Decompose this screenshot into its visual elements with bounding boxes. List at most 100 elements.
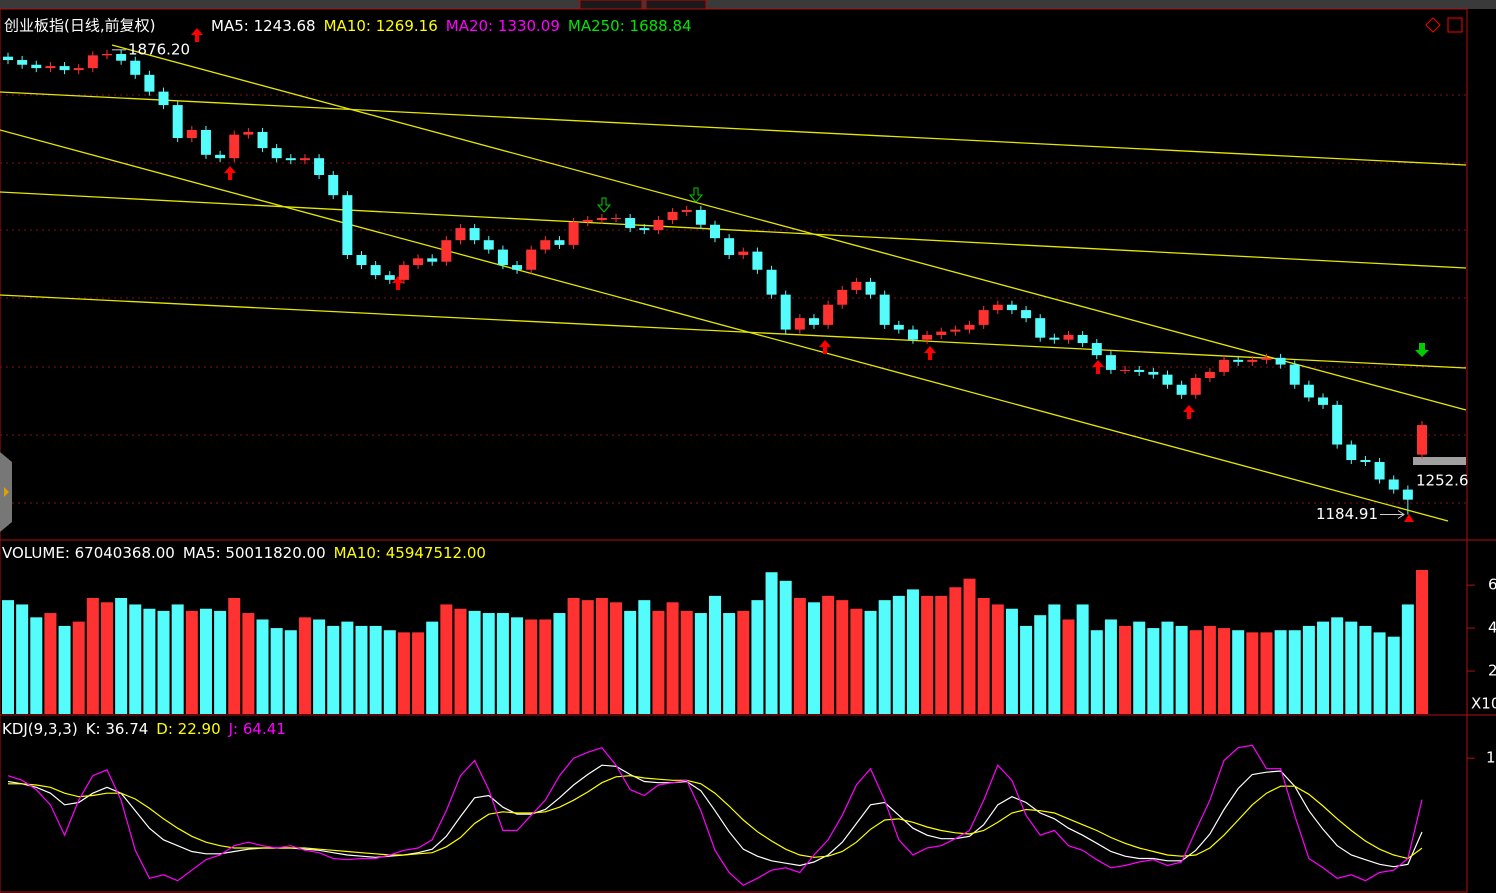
volume-bar	[2, 600, 14, 714]
candle-body	[1035, 318, 1046, 338]
volume-bar	[1034, 615, 1047, 714]
indicator: MA10: 45947512.00	[334, 544, 486, 562]
candle-body	[1190, 377, 1201, 395]
candle-body	[1162, 374, 1173, 385]
candle-body	[17, 60, 28, 65]
candle-body	[257, 131, 268, 149]
candle-body	[1275, 357, 1286, 365]
volume-bar	[1062, 619, 1075, 714]
volume-bar	[807, 602, 820, 714]
y-tick-label: 2	[1488, 662, 1496, 680]
signal-arrows	[191, 28, 1429, 522]
volume-bar	[1317, 621, 1330, 714]
volume-bar	[935, 595, 948, 714]
volume-bar	[1090, 630, 1103, 714]
axis-unit: X10	[1471, 695, 1496, 713]
window-button[interactable]	[1447, 17, 1463, 33]
candle-body	[710, 224, 720, 239]
volume-bar	[1076, 604, 1089, 714]
price-annotation: 1252.6	[1416, 472, 1469, 490]
menu-tab[interactable]	[579, 0, 643, 10]
volume-bar	[850, 608, 863, 714]
candle-body	[1346, 444, 1357, 461]
volume-bar	[878, 600, 891, 714]
candle-body	[1049, 337, 1060, 340]
candle-body	[299, 158, 310, 161]
candle-body	[413, 258, 424, 266]
candle-body	[780, 294, 791, 330]
candle-body	[87, 55, 98, 69]
volume-bar	[482, 613, 495, 714]
volume-bar	[652, 610, 665, 714]
volume-bar	[58, 625, 71, 714]
candle-body	[31, 64, 42, 69]
volume-bar	[496, 613, 509, 714]
volume-bar	[638, 600, 651, 714]
candle-body	[116, 53, 127, 61]
volume-bar	[16, 604, 29, 714]
candle-body	[695, 209, 706, 225]
volume-bar	[426, 621, 439, 714]
volume-bar	[511, 617, 524, 714]
volume-bar	[1246, 632, 1259, 714]
volume-bar	[199, 608, 212, 714]
indicator: D: 22.90	[156, 720, 220, 738]
candle-body	[1402, 489, 1413, 500]
side-tab-icon	[4, 487, 9, 497]
candle-body	[568, 222, 579, 245]
volume-bar	[214, 610, 227, 714]
volume-bar	[1373, 632, 1386, 714]
candle-body	[1176, 384, 1187, 395]
volume-bar	[284, 630, 297, 714]
candle-body	[936, 331, 947, 335]
volume-bar	[595, 598, 608, 714]
window-button[interactable]	[1425, 17, 1441, 33]
candle-body	[667, 211, 678, 221]
indicator: K: 36.74	[86, 720, 149, 738]
volume-bar	[963, 578, 976, 714]
candle-body	[596, 218, 607, 221]
candle-body	[512, 265, 523, 270]
price-annotation: 1876.20	[128, 40, 190, 58]
volume-bar	[680, 610, 693, 714]
candle-body	[1077, 334, 1088, 344]
candle-body	[1261, 357, 1272, 360]
candle-body	[639, 228, 650, 231]
volume-bar	[1189, 630, 1202, 714]
menu-tab[interactable]	[645, 0, 707, 10]
volume-bar	[539, 619, 552, 714]
candle-body	[1021, 310, 1032, 319]
candle-body	[73, 68, 84, 71]
volume-bar	[1331, 617, 1344, 714]
menu-bar	[0, 0, 1496, 9]
volume-bar	[1203, 625, 1216, 714]
candle-body	[101, 53, 112, 56]
volume-bar	[864, 610, 877, 714]
candle-body	[554, 240, 565, 245]
volume-bar	[567, 598, 580, 714]
indicator: MA20: 1330.09	[446, 17, 560, 35]
indicator: MA250: 1688.84	[568, 17, 692, 35]
volume-bar	[709, 595, 721, 714]
candle-body	[865, 281, 876, 295]
candle-body	[186, 129, 197, 139]
y-tick-label: 6	[1488, 576, 1496, 594]
candle-body	[497, 249, 508, 266]
volume-bar	[779, 580, 792, 714]
indicator-legend: VOLUME: 67040368.00 MA5: 50011820.00 MA10:…	[2, 544, 486, 562]
candle-body	[526, 249, 537, 270]
volume-bar	[313, 619, 326, 714]
candle-body	[3, 56, 13, 61]
indicator: VOLUME: 67040368.00	[2, 544, 175, 562]
candle-body	[1120, 369, 1131, 371]
candle-body	[200, 129, 211, 155]
candle-body	[1233, 359, 1244, 362]
candle-body	[427, 258, 438, 262]
volume-bar	[440, 604, 453, 714]
candle-body	[59, 66, 70, 71]
candle-body	[1148, 371, 1159, 375]
volume-bar	[1401, 604, 1414, 714]
volume-bar	[921, 595, 934, 714]
